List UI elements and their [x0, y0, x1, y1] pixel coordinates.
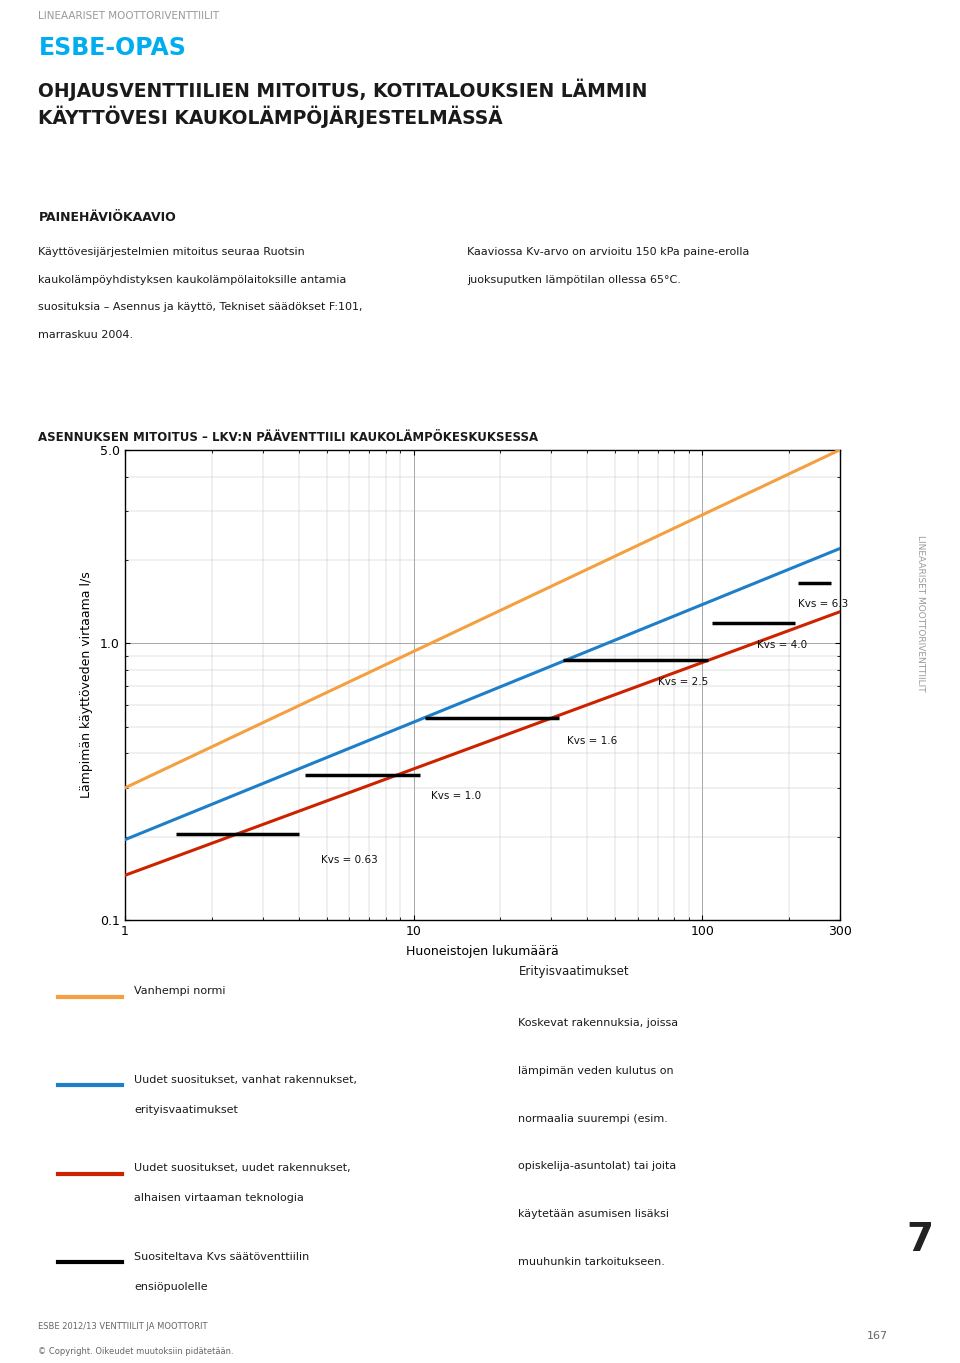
Text: erityisvaatimukset: erityisvaatimukset	[134, 1104, 238, 1115]
Text: Erityisvaatimukset: Erityisvaatimukset	[518, 965, 629, 977]
Text: marraskuu 2004.: marraskuu 2004.	[38, 330, 133, 339]
Text: 167: 167	[867, 1330, 888, 1341]
Text: Kvs = 0.63: Kvs = 0.63	[322, 855, 378, 866]
Text: Kvs = 4.0: Kvs = 4.0	[757, 639, 807, 650]
X-axis label: Huoneistojen lukumäärä: Huoneistojen lukumäärä	[406, 945, 559, 958]
Text: Koskevat rakennuksia, joissa: Koskevat rakennuksia, joissa	[518, 1018, 679, 1028]
Text: Uudet suositukset, vanhat rakennukset,: Uudet suositukset, vanhat rakennukset,	[134, 1074, 357, 1085]
Text: normaalia suurempi (esim.: normaalia suurempi (esim.	[518, 1114, 668, 1123]
Text: LINEAARISET MOOTTORIVENTTIILIT: LINEAARISET MOOTTORIVENTTIILIT	[916, 536, 924, 691]
Text: Kvs = 2.5: Kvs = 2.5	[658, 677, 708, 687]
Text: opiskelija-asuntolat) tai joita: opiskelija-asuntolat) tai joita	[518, 1161, 677, 1171]
Text: muuhunkin tarkoitukseen.: muuhunkin tarkoitukseen.	[518, 1257, 665, 1268]
Text: ESBE 2012/13 VENTTIILIT JA MOOTTORIT: ESBE 2012/13 VENTTIILIT JA MOOTTORIT	[38, 1322, 208, 1332]
Text: Kvs = 1.0: Kvs = 1.0	[431, 791, 481, 801]
Text: Suositeltava Kvs säätöventtiilin: Suositeltava Kvs säätöventtiilin	[134, 1251, 310, 1262]
Text: Kaaviossa Kv-arvo on arvioitu 150 kPa paine-erolla: Kaaviossa Kv-arvo on arvioitu 150 kPa pa…	[468, 247, 750, 258]
Text: alhaisen virtaaman teknologia: alhaisen virtaaman teknologia	[134, 1194, 304, 1204]
Text: PAINEHÄVIÖKAAVIO: PAINEHÄVIÖKAAVIO	[38, 211, 176, 225]
Text: ASENNUKSEN MITOITUS – LKV:N PÄÄVENTTIILI KAUKOLÄMPÖKESKUKSESSA: ASENNUKSEN MITOITUS – LKV:N PÄÄVENTTIILI…	[38, 431, 539, 444]
Text: 7: 7	[907, 1221, 934, 1259]
Text: käytetään asumisen lisäksi: käytetään asumisen lisäksi	[518, 1209, 669, 1220]
Text: © Copyright. Oikeudet muutoksiin pidätetään.: © Copyright. Oikeudet muutoksiin pidätet…	[38, 1347, 234, 1356]
Y-axis label: Lämpimän käyttöveden virtaama l/s: Lämpimän käyttöveden virtaama l/s	[80, 571, 93, 799]
Text: Vanhempi normi: Vanhempi normi	[134, 985, 226, 996]
Text: ensiöpuolelle: ensiöpuolelle	[134, 1281, 208, 1292]
Text: LINEAARISET MOOTTORIVENTTIILIT: LINEAARISET MOOTTORIVENTTIILIT	[38, 11, 220, 20]
Text: Uudet suositukset, uudet rakennukset,: Uudet suositukset, uudet rakennukset,	[134, 1163, 351, 1174]
Text: ESBE-OPAS: ESBE-OPAS	[38, 35, 186, 60]
Text: juoksuputken lämpötilan ollessa 65°C.: juoksuputken lämpötilan ollessa 65°C.	[468, 275, 682, 285]
Text: kaukolämpöyhdistyksen kaukolämpölaitoksille antamia: kaukolämpöyhdistyksen kaukolämpölaitoksi…	[38, 275, 347, 285]
Text: Kvs = 1.6: Kvs = 1.6	[567, 736, 617, 746]
Text: lämpimän veden kulutus on: lämpimän veden kulutus on	[518, 1066, 674, 1075]
Text: Käyttövesijärjestelmien mitoitus seuraa Ruotsin: Käyttövesijärjestelmien mitoitus seuraa …	[38, 247, 305, 258]
Text: suosituksia – Asennus ja käyttö, Tekniset säädökset F:101,: suosituksia – Asennus ja käyttö, Teknise…	[38, 303, 363, 312]
Text: OHJAUSVENTTIILIEN MITOITUS, KOTITALOUKSIEN LÄMMIN
KÄYTTÖVESI KAUKOLÄMPÖJÄRJESTEL: OHJAUSVENTTIILIEN MITOITUS, KOTITALOUKSI…	[38, 78, 648, 128]
Text: Kvs = 6.3: Kvs = 6.3	[798, 598, 849, 609]
